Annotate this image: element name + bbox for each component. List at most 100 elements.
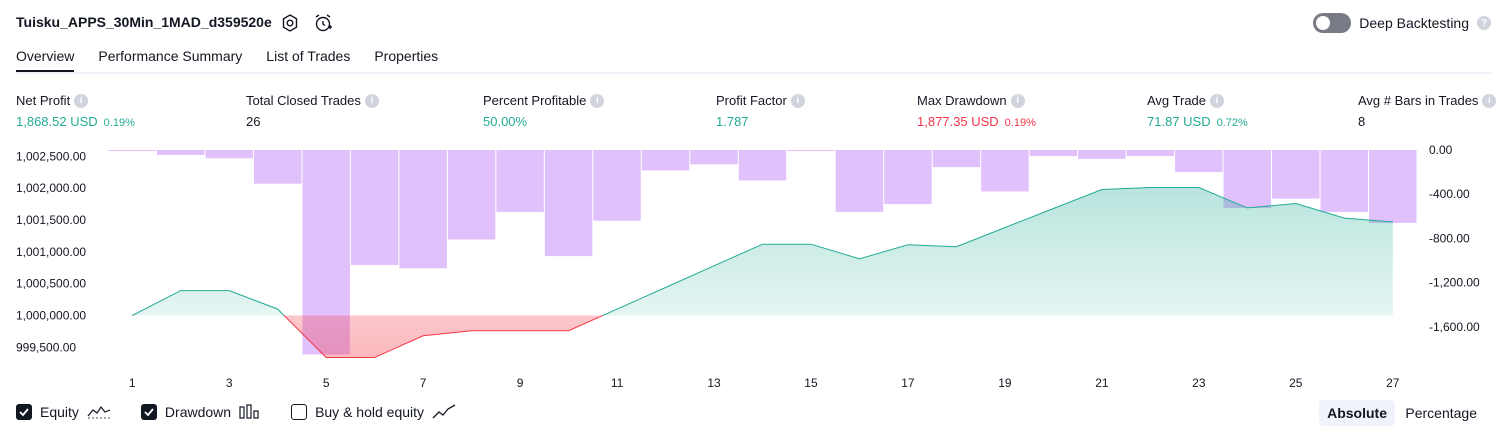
checkmark-icon [19,408,29,417]
y-right-tick-label: -1,200.00 [1429,276,1480,290]
metric-profit-factor: Profit Factor i 1.787 [716,93,805,129]
metric-label: Max Drawdown [917,93,1007,108]
metric-value: 50.00% [483,114,528,129]
tabs-divider [16,72,1491,74]
tab-properties[interactable]: Properties [374,48,439,64]
x-tick-label: 15 [804,376,818,390]
percentage-button[interactable]: Percentage [1405,405,1477,421]
deep-backtesting-label: Deep Backtesting [1359,15,1469,31]
metric-avg-bars: Avg # Bars in Trades i 8 [1358,93,1497,129]
equity-line-icon [87,405,111,419]
info-icon[interactable]: i [1010,93,1025,108]
metric-total-closed-trades: Total Closed Trades i 26 [246,93,379,129]
x-tick-label: 27 [1386,376,1400,390]
equity-line-negative [132,315,605,358]
metric-max-drawdown: Max Drawdown i 1,877.35 USD 0.19% [917,93,1036,129]
metric-avg-trade: Avg Trade i 71.87 USD 0.72% [1147,93,1248,129]
y-left-tick-label: 1,001,000.00 [16,245,86,259]
drawdown-bar [835,150,884,212]
tab-list-of-trades[interactable]: List of Trades [266,48,351,64]
y-left-tick-label: 999,500.00 [16,340,76,354]
x-tick-label: 17 [901,376,915,390]
checkmark-icon [144,408,154,417]
drawdown-bar [108,150,156,151]
legend-equity-label: Equity [40,404,79,420]
tab-performance-summary[interactable]: Performance Summary [98,48,243,64]
metric-percent: 0.19% [1004,117,1036,129]
chart-legend: Equity Drawdown Buy & hold equity [16,404,486,420]
metric-net-profit: Net Profit i 1,868.52 USD 0.19% [16,93,135,129]
x-tick-label: 19 [998,376,1012,390]
metric-percent: 0.72% [1216,117,1248,129]
info-icon[interactable]: i [364,93,379,108]
y-right-tick-label: -1,600.00 [1429,320,1480,334]
info-icon[interactable]: i [74,93,89,108]
drawdown-bar [399,150,447,269]
drawdown-bar [1126,150,1175,157]
legend-drawdown[interactable]: Drawdown [140,404,261,420]
deep-backtesting-toggle[interactable] [1313,13,1352,33]
legend-equity[interactable]: Equity [16,404,111,420]
help-icon[interactable]: ? [1477,16,1491,30]
metric-label: Total Closed Trades [246,93,361,108]
metric-percent-profitable: Percent Profitable i 50.00% [483,93,605,129]
metric-value: 1,877.35 USD [917,114,999,129]
drawdown-bar [253,150,302,184]
metric-value: 8 [1358,114,1366,129]
buy-hold-line-icon [432,404,456,419]
drawdown-bar [593,150,641,221]
alarm-clock-plus-icon[interactable] [313,13,333,33]
deep-backtesting-toggle-group: Deep Backtesting ? [1313,13,1491,33]
metric-label: Avg Trade [1147,93,1207,108]
equity-area-positive [132,187,1393,316]
y-left-tick-label: 1,002,000.00 [16,181,86,195]
equity-checkbox[interactable] [16,404,32,420]
equity-area-negative [132,315,1393,358]
tab-overview[interactable]: Overview [16,48,75,73]
x-tick-label: 3 [226,376,233,390]
metric-label: Avg # Bars in Trades [1358,93,1479,108]
strategy-title: Tuisku_APPS_30Min_1MAD_d359520e [16,14,272,30]
x-tick-label: 13 [707,376,721,390]
drawdown-bar [1223,150,1272,209]
x-tick-label: 25 [1289,376,1303,390]
metric-value: 26 [246,114,261,129]
info-icon[interactable]: i [590,93,605,108]
info-icon[interactable]: i [1210,93,1225,108]
metric-value: 1,868.52 USD [16,114,98,129]
y-left-tick-label: 1,001,500.00 [16,213,86,227]
drawdown-bar [884,150,932,205]
tab-bar: Overview Performance Summary List of Tra… [16,48,438,73]
drawdown-bar [447,150,496,240]
buy-hold-checkbox[interactable] [291,404,308,420]
equity-drawdown-chart[interactable]: 1,002,500.00 1,002,000.00 1,001,500.00 1,00… [0,140,1507,395]
drawdown-bar [932,150,981,168]
metric-percent: 0.19% [103,117,135,129]
drawdown-bar [496,150,544,212]
y-right-tick-label: 0.00 [1429,143,1453,157]
y-right-tick-label: -800.00 [1429,231,1470,245]
drawdown-bar [205,150,253,159]
drawdown-bar [787,150,835,151]
x-tick-label: 1 [129,376,136,390]
info-icon[interactable]: i [1482,93,1497,108]
drawdown-bar [350,150,399,265]
drawdown-bar [641,150,690,171]
equity-line-positive [131,187,1393,316]
drawdown-checkbox[interactable] [140,404,157,420]
legend-buy-hold-label: Buy & hold equity [315,404,425,420]
legend-buy-hold[interactable]: Buy & hold equity [291,404,456,420]
y-left-tick-label: 1,000,500.00 [16,277,86,291]
y-right-tick-label: -400.00 [1429,187,1470,201]
metric-label: Percent Profitable [483,93,587,108]
drawdown-bar [1029,150,1078,157]
drawdown-bar [981,150,1029,192]
y-left-tick-label: 1,002,500.00 [16,149,86,163]
legend-drawdown-label: Drawdown [164,404,232,420]
drawdown-bar [1175,150,1223,173]
x-tick-label: 5 [323,376,330,390]
info-icon[interactable]: i [790,93,805,108]
gear-icon[interactable] [280,13,300,33]
x-tick-label: 9 [517,376,524,390]
absolute-button[interactable]: Absolute [1319,400,1395,426]
